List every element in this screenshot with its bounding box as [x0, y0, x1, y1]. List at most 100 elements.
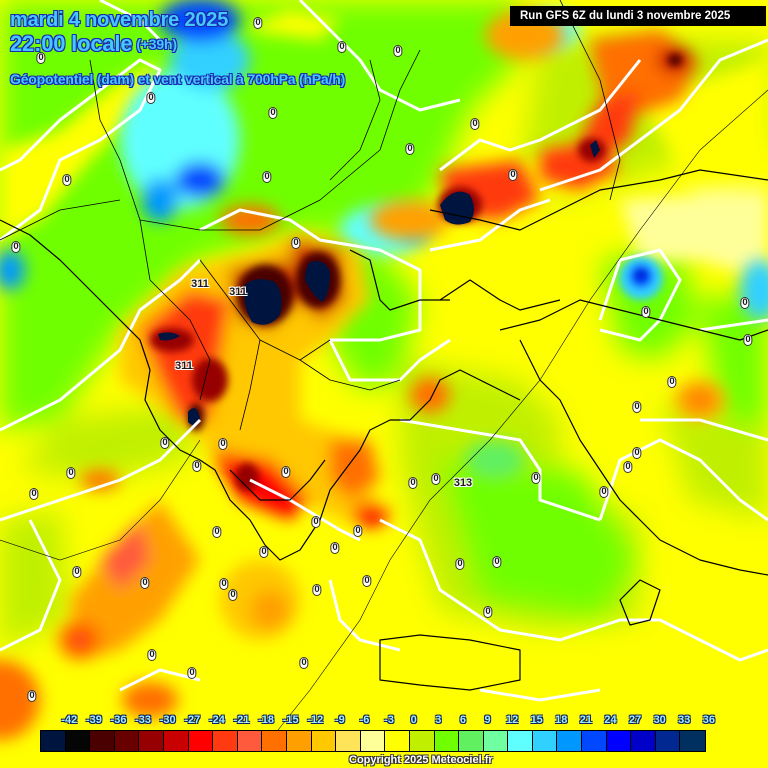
local-time: 22:00 locale [10, 31, 133, 56]
geopotential-label: 313 [453, 477, 473, 489]
zero-contour-label: 0 [393, 45, 403, 57]
zero-contour-label: 0 [253, 17, 263, 29]
zero-contour-label: 0 [632, 401, 642, 413]
zero-contour-label: 0 [11, 241, 21, 253]
zero-contour-label: 0 [667, 376, 677, 388]
zero-contour-label: 0 [408, 477, 418, 489]
zero-contour-label: 0 [623, 461, 633, 473]
zero-contour-label: 0 [146, 92, 156, 104]
legend-swatch [434, 731, 460, 751]
zero-contour-label: 0 [192, 460, 202, 472]
zero-contour-label: 0 [147, 649, 157, 661]
legend-swatch [188, 731, 214, 751]
zero-contour-label: 0 [492, 556, 502, 568]
zero-contour-label: 0 [362, 575, 372, 587]
legend-tick: -3 [384, 714, 394, 726]
model-run-info: Run GFS 6Z du lundi 3 novembre 2025 [510, 6, 766, 26]
parameter-title: Géopotentiel (dam) et vent vertical à 70… [10, 71, 346, 87]
zero-contour-label: 0 [455, 558, 465, 570]
legend-swatch [237, 731, 263, 751]
zero-contour-label: 0 [353, 525, 363, 537]
legend-tick: 36 [702, 714, 716, 726]
zero-contour-label: 0 [632, 447, 642, 459]
legend-swatch [65, 731, 91, 751]
legend-tick: 0 [410, 714, 417, 726]
legend-tick: -21 [233, 714, 250, 726]
zero-contour-label: 0 [212, 526, 222, 538]
lead-time: (+39h) [136, 36, 177, 52]
legend-swatch [459, 731, 484, 751]
legend-swatch [655, 731, 681, 751]
zero-contour-label: 0 [218, 438, 228, 450]
zero-contour-label: 0 [140, 577, 150, 589]
geopotential-label: 311 [191, 278, 209, 290]
legend-tick: 12 [505, 714, 519, 726]
zero-contour-label: 0 [531, 472, 541, 484]
legend-tick: 33 [678, 714, 691, 726]
geopotential-label: 311 [175, 360, 193, 372]
legend-swatch [483, 731, 509, 751]
legend-swatch [114, 731, 140, 751]
zero-contour-label: 0 [470, 118, 480, 130]
legend-tick: 6 [459, 714, 466, 726]
zero-contour-label: 0 [281, 466, 291, 478]
legend-tick: 3 [435, 714, 442, 726]
legend-swatch [41, 731, 66, 751]
legend-swatch [582, 731, 607, 751]
legend-swatch [336, 731, 361, 751]
legend-tick: -9 [335, 714, 345, 726]
legend-swatch [532, 731, 558, 751]
legend-swatch [606, 731, 632, 751]
legend-swatch [508, 731, 533, 751]
zero-contour-label: 0 [740, 297, 750, 309]
zero-contour-label: 0 [330, 542, 340, 554]
zero-contour-label: 0 [641, 306, 651, 318]
zero-contour-label: 0 [36, 52, 46, 64]
geopotential-label: 311 [229, 286, 247, 298]
legend-swatch [360, 731, 386, 751]
legend-swatch [385, 731, 410, 751]
color-legend: -42 -39 -36 -33 -30 -27 -24 -21 -18 -15 -12 -9 -6 -3 0… [40, 712, 720, 768]
zero-contour-label: 0 [268, 107, 278, 119]
zero-contour-label: 0 [508, 169, 518, 181]
legend-tick: 30 [653, 714, 666, 726]
copyright-notice: Copyright 2025 Meteociel.fr [349, 754, 493, 766]
legend-swatch [163, 731, 189, 751]
zero-contour-label: 0 [262, 171, 272, 183]
legend-tick: 24 [604, 714, 617, 726]
legend-tick: 27 [628, 714, 642, 726]
zero-contour-label: 0 [259, 546, 269, 558]
zero-contour-label: 0 [431, 473, 441, 485]
legend-swatch [631, 731, 656, 751]
forecast-date: mardi 4 novembre 2025 [10, 9, 229, 31]
legend-swatch [311, 731, 337, 751]
legend-swatch [90, 731, 115, 751]
zero-contour-label: 0 [312, 584, 322, 596]
legend-tick: 9 [484, 714, 491, 726]
zero-contour-label: 0 [187, 667, 197, 679]
legend-tick: -39 [85, 714, 102, 726]
legend-tick: -42 [61, 714, 78, 726]
zero-contour-label: 0 [405, 143, 415, 155]
legend-tick: -36 [110, 714, 127, 726]
legend-swatch [409, 731, 435, 751]
legend-tick: -18 [258, 714, 275, 726]
zero-contour-label: 0 [228, 589, 238, 601]
zero-contour-label: 0 [483, 606, 493, 618]
zero-contour-label: 0 [72, 566, 82, 578]
zero-contour-label: 0 [291, 237, 301, 249]
legend-swatch [213, 731, 238, 751]
zero-contour-label: 0 [219, 578, 229, 590]
zero-contour-label: 0 [66, 467, 76, 479]
zero-contour-label: 0 [29, 488, 39, 500]
legend-tick: 21 [579, 714, 593, 726]
legend-swatch [286, 731, 312, 751]
zero-contour-label: 0 [337, 41, 347, 53]
legend-swatch [680, 731, 706, 751]
legend-tick: 15 [530, 714, 543, 726]
zero-contour-label: 0 [599, 486, 609, 498]
legend-swatch [557, 731, 583, 751]
legend-swatch [139, 731, 164, 751]
